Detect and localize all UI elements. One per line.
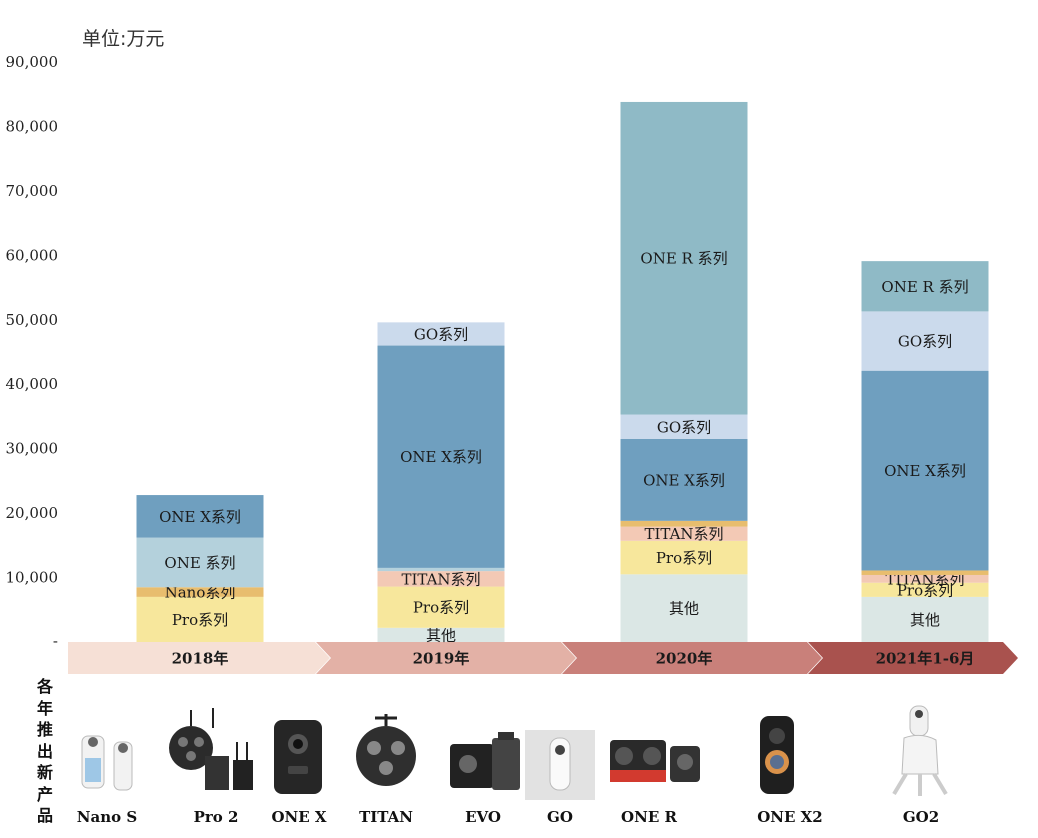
bar-segment <box>620 101 748 415</box>
unit-label: 单位:万元 <box>82 28 165 50</box>
one-r-camera-icon <box>610 740 700 782</box>
bar-segment <box>620 520 748 527</box>
product-go: GO <box>505 698 615 838</box>
segment-label: Pro系列 <box>172 611 228 629</box>
product-label: ONE R <box>621 808 677 826</box>
segment-label: GO系列 <box>657 418 711 436</box>
bar-segment <box>377 571 505 587</box>
bar-segment <box>861 582 989 597</box>
bar-segment <box>620 526 748 541</box>
product-label: ONE X <box>271 808 327 826</box>
bar-segment <box>861 370 989 571</box>
segment-label: ONE R 系列 <box>881 278 968 296</box>
bar-segment <box>136 495 264 538</box>
product-label: Pro 2 <box>193 808 239 826</box>
segment-label: 其他 <box>910 611 940 629</box>
y-tick-label: 30,000 <box>6 440 59 458</box>
bar-segment <box>620 574 748 642</box>
bar-segment <box>620 439 748 521</box>
y-tick-label: 60,000 <box>6 246 59 264</box>
product-one-x2: ONE X2 <box>735 698 845 838</box>
segment-label: ONE 系列 <box>164 554 235 572</box>
y-tick-label: 40,000 <box>6 375 59 393</box>
segment-label: ONE X系列 <box>159 508 241 526</box>
bar-segment <box>377 586 505 628</box>
one-x-camera-icon <box>274 720 322 794</box>
new-products-side-label: 各年推出新产品 <box>34 676 56 827</box>
product-label: TITAN <box>359 808 413 826</box>
stacked-bar-chart: - 10,000 20,000 30,000 40,000 50,000 60,000 70,… <box>6 53 1018 674</box>
timeline-arrow <box>316 642 576 674</box>
y-tick-label: 80,000 <box>6 117 59 135</box>
segment-label: Nano系列 <box>165 584 236 602</box>
product-one-x: ONE X <box>244 698 354 838</box>
go-camera-icon <box>525 730 595 800</box>
y-tick-label: 90,000 <box>6 53 59 71</box>
y-tick-label: 50,000 <box>6 311 59 329</box>
side-label-char: 各 <box>36 677 53 696</box>
side-label-char: 推 <box>36 720 53 739</box>
y-tick-label: 70,000 <box>6 182 59 200</box>
bar-segment <box>861 261 989 312</box>
product-go2: GO2 <box>866 698 976 838</box>
y-tick-label: 20,000 <box>6 504 59 522</box>
segment-label: ONE X系列 <box>643 471 725 489</box>
nano-s-camera-icon <box>81 735 133 791</box>
y-tick-label: - <box>53 632 58 650</box>
product-titan: TITAN <box>331 698 441 838</box>
bar-segment <box>136 596 264 642</box>
product-one-r: ONE R <box>594 698 704 838</box>
evo-camera-icon <box>450 732 520 790</box>
segment-label: 其他 <box>426 626 456 644</box>
bar-segment <box>377 567 505 572</box>
bar-segment <box>861 570 989 575</box>
one-x2-camera-icon <box>760 716 794 794</box>
side-label-char: 年 <box>36 698 53 718</box>
side-label-char: 新 <box>36 763 53 782</box>
segment-label: ONE R 系列 <box>640 250 727 268</box>
segment-label: Pro系列 <box>413 599 469 617</box>
bar-segment <box>861 596 989 642</box>
timeline-arrow <box>68 642 330 674</box>
bar-segment <box>861 311 989 371</box>
y-tick-label: 10,000 <box>6 569 59 587</box>
bar-segment <box>377 627 505 642</box>
side-label-char: 产 <box>36 784 53 804</box>
side-label-char: 出 <box>36 741 53 761</box>
go2-camera-icon <box>892 705 948 796</box>
product-label: GO <box>547 808 573 826</box>
segment-label: Pro系列 <box>897 581 953 599</box>
segment-label: ONE X系列 <box>884 462 966 480</box>
bar-segment <box>377 345 505 568</box>
timeline-arrow <box>562 642 822 674</box>
x-category-label: 2018年 <box>172 650 229 668</box>
segment-label: Pro系列 <box>656 549 712 567</box>
product-label: GO2 <box>902 808 940 826</box>
segment-label: TITAN系列 <box>401 570 480 588</box>
product-evo: EVO <box>428 698 538 838</box>
segment-label: TITAN系列 <box>644 525 723 543</box>
product-nano-s: Nano S <box>52 698 162 838</box>
side-label-char: 品 <box>36 806 53 825</box>
product-label: Nano S <box>76 808 138 826</box>
segment-label: ONE X系列 <box>400 448 482 466</box>
bar-segment <box>620 540 748 575</box>
product-label: ONE X2 <box>757 808 823 826</box>
timeline-arrow <box>808 642 1018 674</box>
titan-camera-icon <box>356 714 416 786</box>
segment-label: 其他 <box>669 600 699 618</box>
bar-segment <box>377 322 505 346</box>
x-category-label: 2020年 <box>656 650 713 668</box>
bar-segment <box>620 414 748 439</box>
bar-segment <box>136 587 264 597</box>
product-pro-2: Pro 2 <box>161 698 271 838</box>
bar-segment <box>136 537 264 588</box>
segment-label: GO系列 <box>414 325 468 343</box>
bar-segment <box>861 574 989 583</box>
x-category-label: 2021年1-6月 <box>876 650 975 668</box>
pro2-camera-icon <box>169 708 253 790</box>
product-label: EVO <box>465 808 501 826</box>
x-category-label: 2019年 <box>413 650 470 668</box>
segment-label: GO系列 <box>898 333 952 351</box>
